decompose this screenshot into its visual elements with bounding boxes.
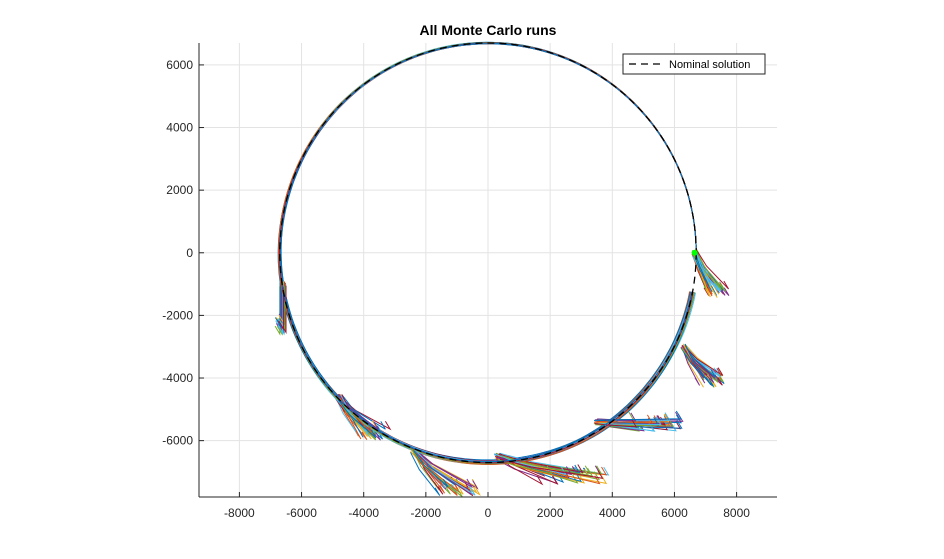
x-tick-label: -2000 xyxy=(410,506,441,520)
monte-carlo-run xyxy=(280,42,697,463)
maneuver-excursion xyxy=(695,254,710,287)
x-tick-label: 4000 xyxy=(599,506,626,520)
start-marker xyxy=(691,249,698,256)
maneuver-excursion xyxy=(414,448,479,490)
legend-label-nominal: Nominal solution xyxy=(669,59,750,71)
maneuver-excursion xyxy=(336,398,359,435)
y-tick-label: 0 xyxy=(186,246,193,260)
maneuver-excursion xyxy=(340,395,370,437)
maneuver-excursion xyxy=(276,284,283,330)
maneuver-excursion xyxy=(682,348,701,386)
x-tick-label: 0 xyxy=(485,506,492,520)
x-tick-label: -4000 xyxy=(348,506,379,520)
maneuver-excursion xyxy=(413,450,449,488)
maneuver-excursion xyxy=(499,452,610,476)
y-tick-label: 4000 xyxy=(166,121,193,135)
axes: -8000 -6000 -4000 -2000 0 2000 4000 6000 8000 -60… xyxy=(162,43,777,520)
y-tick-label: 2000 xyxy=(166,183,193,197)
x-tick-label: 2000 xyxy=(537,506,564,520)
y-tick-label: -6000 xyxy=(162,434,193,448)
maneuver-excursion xyxy=(410,449,463,498)
maneuver-excursion xyxy=(695,250,712,287)
chart-title: All Monte Carlo runs xyxy=(420,22,557,38)
maneuver-excursion xyxy=(593,410,682,421)
x-tick-label: -6000 xyxy=(286,506,317,520)
maneuver-excursion xyxy=(594,418,638,428)
grid xyxy=(199,43,777,497)
maneuver-excursion xyxy=(414,449,476,496)
maneuver-excursion xyxy=(680,347,714,387)
monte-carlo-runs xyxy=(274,41,730,498)
y-tick-label: -4000 xyxy=(162,371,193,385)
maneuver-excursion xyxy=(681,344,715,383)
maneuver-excursion xyxy=(498,453,584,474)
maneuver-excursion xyxy=(681,348,719,383)
x-tick-label: 8000 xyxy=(723,506,750,520)
legend-box xyxy=(622,53,766,75)
maneuver-excursion xyxy=(499,458,604,479)
nominal-solution-layer xyxy=(279,42,698,464)
maneuver-excursion xyxy=(410,452,441,496)
maneuver-excursion xyxy=(696,250,730,290)
maneuver-excursion xyxy=(278,287,284,331)
maneuver-excursion xyxy=(686,348,724,376)
y-tick-label: 6000 xyxy=(166,58,193,72)
maneuver-excursion xyxy=(684,343,712,386)
maneuver-excursion xyxy=(685,347,716,378)
x-tick-label: 6000 xyxy=(661,506,688,520)
legend: Nominal solution xyxy=(622,53,766,75)
maneuver-excursion xyxy=(337,399,377,439)
maneuver-excursion xyxy=(695,250,726,292)
x-tick-label: -8000 xyxy=(224,506,255,520)
maneuver-excursion xyxy=(695,254,711,298)
y-tick-label: -2000 xyxy=(162,308,193,322)
